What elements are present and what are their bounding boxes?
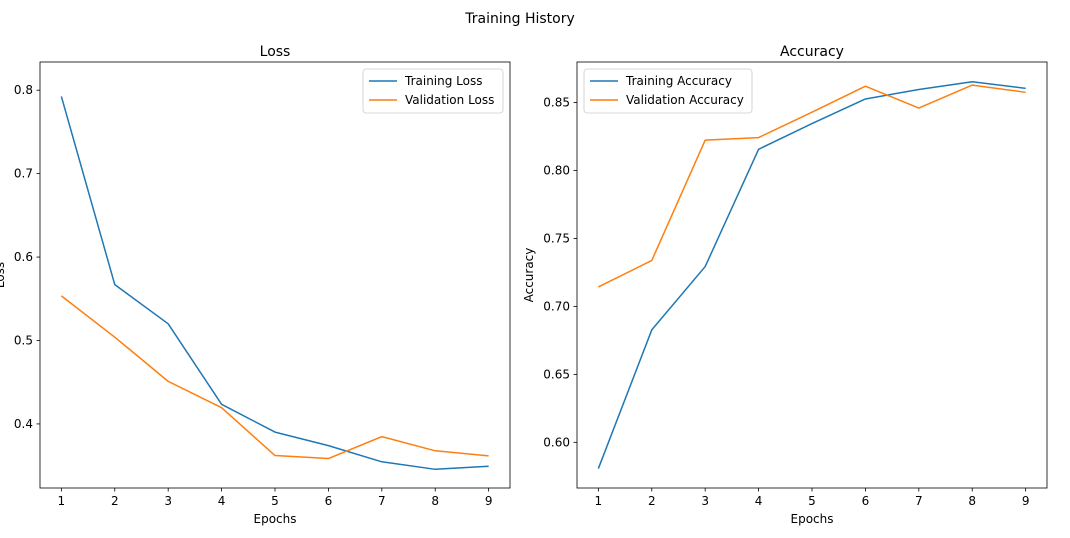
- loss-y-tick-label: 0.6: [14, 250, 33, 264]
- loss-x-tick-label: 5: [271, 494, 279, 508]
- loss-x-tick-label: 8: [431, 494, 439, 508]
- accuracy-y-axis-label: Accuracy: [522, 248, 536, 303]
- accuracy-x-tick-label: 3: [701, 494, 709, 508]
- accuracy-x-tick-label: 2: [648, 494, 656, 508]
- validation-loss-line: [60, 295, 489, 460]
- loss-chart-panel: Loss 1 2 3 4 5 6 7 8 9 0.4 0.5 0.6 0.7 0.8 Epochs Loss Tr…: [0, 44, 511, 526]
- loss-x-tick-label: 7: [378, 494, 386, 508]
- accuracy-x-tick-label: 6: [862, 494, 870, 508]
- loss-x-tick-label: 9: [485, 494, 493, 508]
- accuracy-y-tick-label: 0.80: [543, 163, 570, 177]
- accuracy-x-tick-label: 4: [755, 494, 763, 508]
- loss-y-axis-label: Loss: [0, 262, 7, 288]
- training-accuracy-line: [597, 80, 1026, 469]
- accuracy-x-tick-label: 7: [915, 494, 923, 508]
- accuracy-y-tick-label: 0.65: [543, 367, 570, 381]
- accuracy-x-tick-label: 1: [595, 494, 603, 508]
- loss-y-tick-label: 0.8: [14, 83, 33, 97]
- loss-y-tick-label: 0.7: [14, 167, 33, 181]
- validation-accuracy-line: [598, 84, 1026, 288]
- accuracy-x-tick-label: 8: [968, 494, 976, 508]
- loss-y-tick-label: 0.4: [14, 417, 33, 431]
- loss-x-axis-label: Epochs: [254, 512, 297, 526]
- accuracy-chart-panel: Accuracy 1 2 3 4 5 6 7 8 9 0.60 0.65 0.70 0.75 0.80 0.8…: [522, 44, 1048, 526]
- training-loss-line: [60, 96, 489, 471]
- accuracy-y-tick-label: 0.75: [543, 231, 570, 245]
- loss-x-tick-label: 3: [164, 494, 172, 508]
- accuracy-y-tick-label: 0.70: [543, 299, 570, 313]
- loss-x-tick-label: 4: [218, 494, 226, 508]
- loss-x-tick-label: 6: [325, 494, 333, 508]
- training-loss-legend-label: Training Loss: [404, 74, 482, 88]
- accuracy-series-group: [597, 80, 1026, 469]
- loss-legend: Training Loss Validation Loss: [362, 68, 504, 114]
- accuracy-y-tick-label: 0.85: [543, 96, 570, 110]
- figure-suptitle: Training History: [464, 11, 575, 27]
- loss-x-tick-label: 2: [111, 494, 119, 508]
- accuracy-legend: Training Accuracy Validation Accuracy: [583, 68, 753, 114]
- accuracy-y-tick-label: 0.60: [543, 435, 570, 449]
- loss-chart-title: Loss: [260, 44, 291, 60]
- accuracy-x-axis-label: Epochs: [791, 512, 834, 526]
- loss-legend-box: [362, 68, 504, 114]
- accuracy-x-tick-label: 9: [1022, 494, 1030, 508]
- validation-accuracy-legend-label: Validation Accuracy: [626, 93, 744, 107]
- validation-loss-legend-label: Validation Loss: [405, 93, 494, 107]
- loss-y-tick-label: 0.5: [14, 333, 33, 347]
- accuracy-chart-title: Accuracy: [780, 44, 844, 60]
- training-accuracy-legend-label: Training Accuracy: [625, 74, 732, 88]
- loss-x-tick-label: 1: [58, 494, 66, 508]
- accuracy-legend-box: [583, 68, 753, 114]
- loss-series-group: [60, 96, 489, 471]
- accuracy-x-tick-label: 5: [808, 494, 816, 508]
- accuracy-axes-frame: [576, 61, 1048, 489]
- loss-axes-frame: [39, 61, 511, 489]
